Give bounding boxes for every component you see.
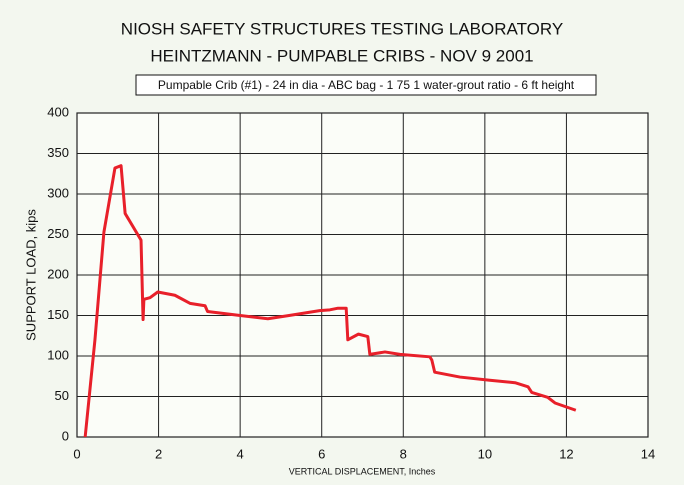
x-tick-label: 10 (478, 446, 492, 461)
x-tick-label: 6 (318, 446, 325, 461)
x-tick-label: 2 (155, 446, 162, 461)
y-axis-label: SUPPORT LOAD, kips (23, 209, 38, 341)
y-tick-label: 400 (47, 104, 69, 119)
x-tick-label: 12 (559, 446, 573, 461)
chart-title: NIOSH SAFETY STRUCTURES TESTING LABORATO… (121, 19, 563, 38)
y-tick-label: 250 (47, 226, 69, 241)
y-tick-label: 0 (62, 428, 69, 443)
chart-subtitle: HEINTZMANN - PUMPABLE CRIBS - NOV 9 2001 (150, 46, 533, 65)
y-tick-label: 350 (47, 145, 69, 160)
y-tick-label: 200 (47, 266, 69, 281)
x-tick-label: 4 (237, 446, 244, 461)
x-tick-label: 14 (641, 446, 655, 461)
x-tick-label: 8 (400, 446, 407, 461)
x-axis-label: VERTICAL DISPLACEMENT, Inches (289, 466, 436, 476)
y-tick-label: 300 (47, 185, 69, 200)
y-tick-label: 50 (55, 388, 69, 403)
annotation: Pumpable Crib (#1) - 24 in dia - ABC bag… (158, 78, 575, 92)
x-tick-label: 0 (73, 446, 80, 461)
data-line (83, 164, 577, 438)
annotation-box (135, 74, 597, 96)
y-tick-label: 100 (47, 347, 69, 362)
y-tick-label: 150 (47, 307, 69, 322)
